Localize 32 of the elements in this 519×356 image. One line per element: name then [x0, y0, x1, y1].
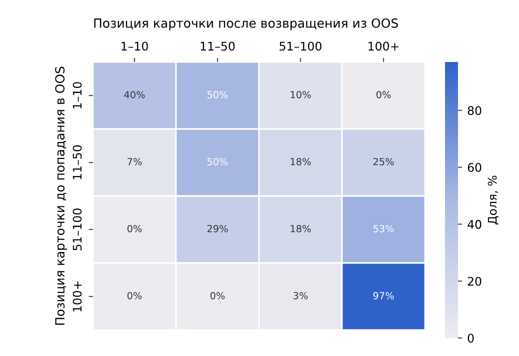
color-bar-label: 20: [468, 276, 482, 286]
data-label: 29%: [207, 224, 228, 232]
data-label: 50%: [207, 158, 228, 166]
data-label: 0%: [127, 224, 142, 232]
data-label: 53%: [373, 224, 394, 232]
data-label: 0%: [210, 292, 225, 300]
data-label: 18%: [290, 158, 311, 166]
data-label: 25%: [373, 158, 394, 166]
color-bar-label: 80: [468, 106, 482, 116]
x-tick-label: 1–10: [122, 42, 148, 51]
color-bar-label: 40: [468, 220, 482, 229]
color-bar-label: 60: [468, 163, 482, 172]
data-label: 50%: [207, 90, 228, 98]
data-label: 10%: [290, 90, 311, 98]
y-tick-label: 1–10: [72, 82, 82, 108]
data-label: 40%: [124, 90, 145, 98]
data-label: 97%: [373, 292, 394, 300]
y-tick-label: 11–50: [72, 145, 82, 180]
color-bar-label: 0: [468, 334, 474, 343]
y-tick-label: 100+: [72, 282, 82, 312]
data-label: 7%: [128, 158, 142, 166]
data-label: 0%: [127, 292, 142, 300]
x-tick-label: 51–100: [280, 42, 322, 51]
data-label: 0%: [376, 90, 391, 98]
x-tick-label: 100+: [368, 42, 398, 51]
x-axis-title: Позиция карточки после возвращения из OOS: [94, 18, 398, 30]
color-bar-title: Доля, %: [488, 176, 498, 224]
data-label: 18%: [290, 224, 311, 232]
data-label: 3%: [294, 292, 308, 300]
y-tick-label: 51–100: [72, 208, 82, 250]
x-tick-label: 11–50: [200, 42, 235, 51]
y-axis-title: Позиция карточки до попадания в OOS: [55, 66, 67, 325]
